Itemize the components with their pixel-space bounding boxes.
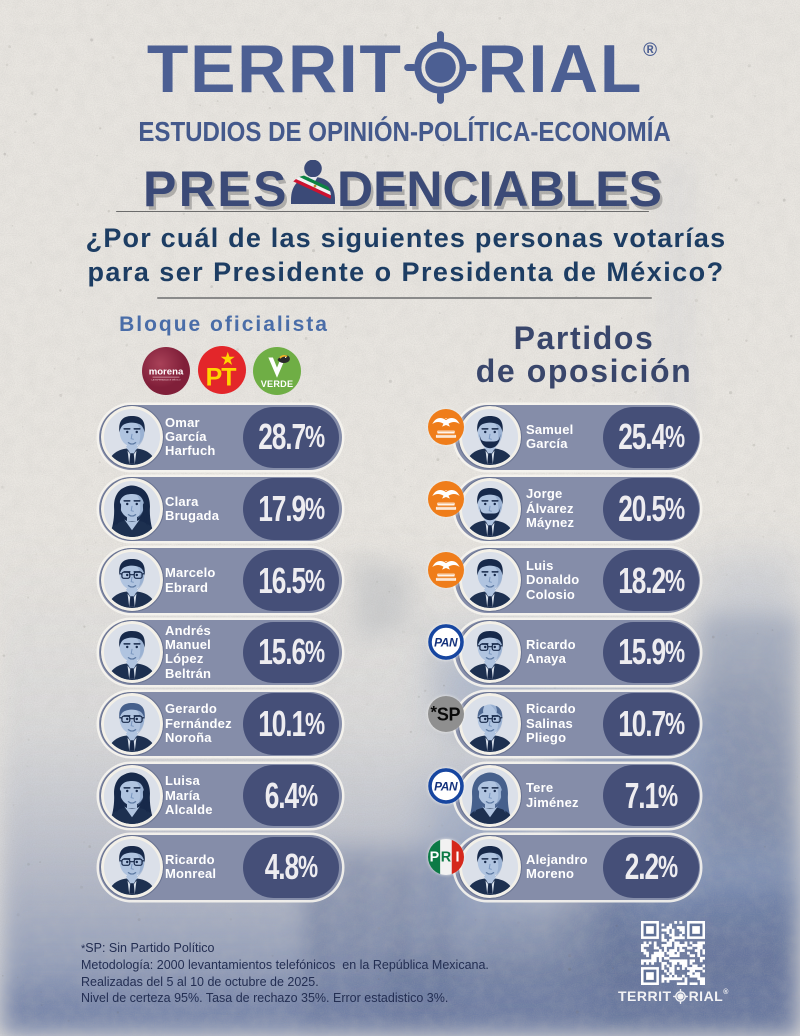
svg-text:morena: morena: [149, 366, 184, 377]
svg-text:P: P: [429, 850, 439, 866]
svg-text:I: I: [455, 850, 459, 866]
svg-text:LA ESPERANZA DE MÉXICO: LA ESPERANZA DE MÉXICO: [151, 379, 180, 382]
svg-text:PAN: PAN: [434, 635, 458, 649]
svg-text:PAN: PAN: [434, 779, 458, 793]
svg-text:*: *: [430, 702, 437, 721]
svg-text:PT: PT: [206, 363, 237, 391]
svg-text:VERDE: VERDE: [261, 379, 294, 389]
svg-text:SP: SP: [436, 704, 460, 724]
svg-text:R: R: [440, 850, 451, 866]
